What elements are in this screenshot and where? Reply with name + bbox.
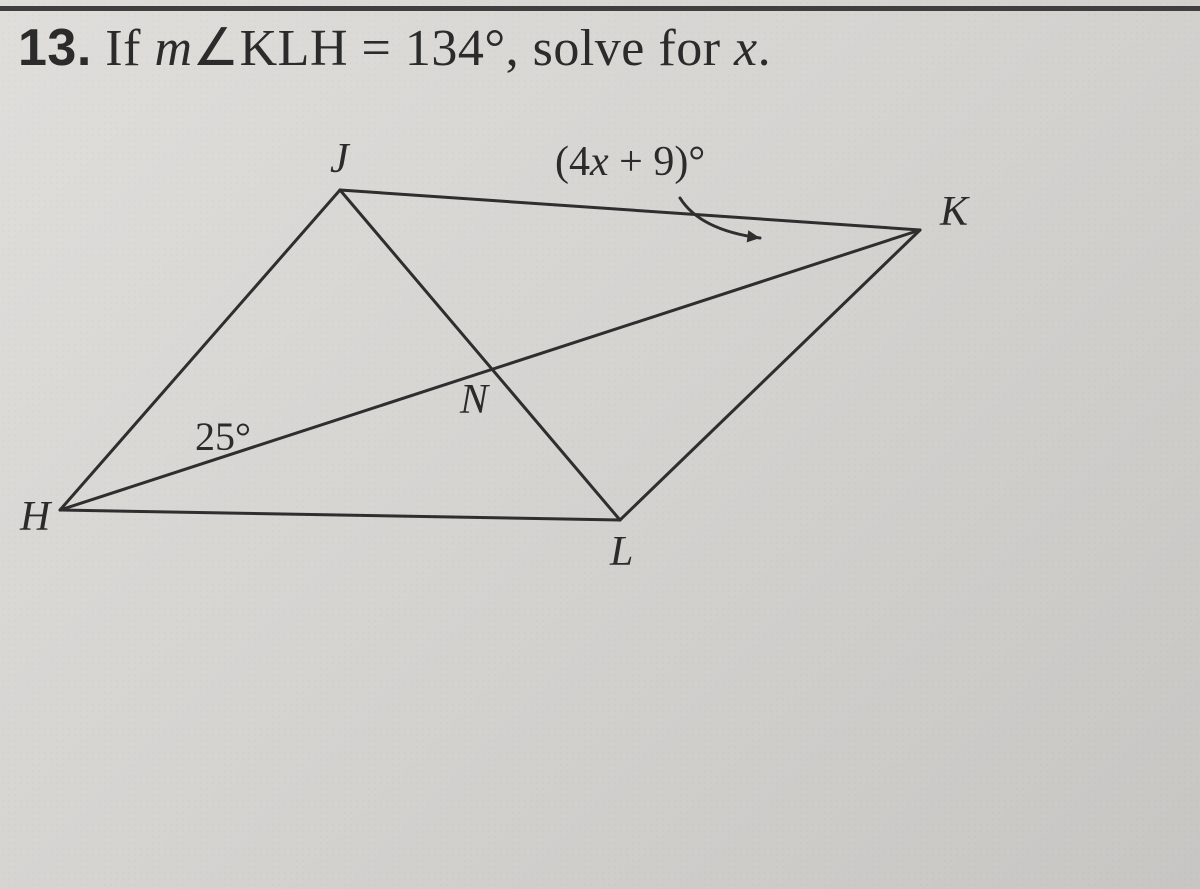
edge-K-L (620, 230, 920, 520)
variable-x: x (734, 20, 758, 77)
top-border-rule (0, 6, 1200, 11)
problem-eq: = 134°, solve for (348, 20, 734, 77)
angle-labels: 25° (4x + 9)° (195, 139, 705, 459)
edge-H-J (60, 190, 340, 510)
geometry-figure: H J K L N 25° (4x + 9)° (0, 120, 1200, 720)
figure-edges (60, 190, 920, 520)
angle-symbol: ∠ (193, 20, 240, 77)
angle-name: KLH (240, 20, 348, 77)
vertex-label-J: J (330, 136, 351, 182)
angle-label-at_H: 25° (195, 414, 251, 459)
measure-m: m (154, 20, 192, 77)
page-background: 13. If m∠KLH = 134°, solve for x. HJKLN … (0, 0, 1200, 889)
edge-H-K (60, 230, 920, 510)
vertex-label-L: L (609, 529, 633, 575)
edge-L-H (60, 510, 620, 520)
pointer-arrow (680, 198, 760, 242)
problem-number: 13. (18, 19, 92, 77)
vertex-label-N: N (459, 377, 490, 423)
edge-J-L (340, 190, 620, 520)
edge-J-K (340, 190, 920, 230)
problem-statement: 13. If m∠KLH = 134°, solve for x. (18, 18, 771, 78)
problem-period: . (758, 20, 772, 77)
problem-prefix: If (105, 20, 154, 77)
vertex-label-H: H (19, 494, 53, 540)
angle-label-at_K: (4x + 9)° (555, 139, 705, 185)
vertex-label-K: K (939, 189, 970, 235)
